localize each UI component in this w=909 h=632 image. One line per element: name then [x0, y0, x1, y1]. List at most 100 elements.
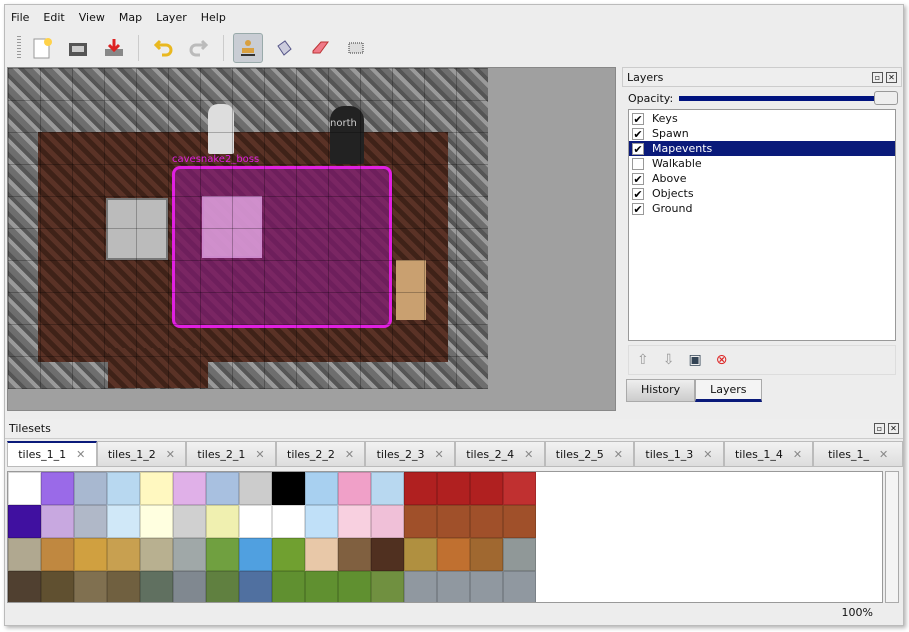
- visibility-checkbox[interactable]: ✔: [632, 187, 644, 201]
- tile[interactable]: [404, 472, 437, 505]
- tab-history[interactable]: History: [626, 379, 696, 402]
- tile[interactable]: [41, 571, 74, 602]
- tileset-scrollbar[interactable]: [885, 471, 899, 603]
- tile[interactable]: [305, 472, 338, 505]
- redo-button[interactable]: [184, 33, 214, 63]
- eraser-button[interactable]: [305, 33, 335, 63]
- tile[interactable]: [239, 505, 272, 538]
- layer-row-above[interactable]: ✔ Above: [629, 171, 895, 186]
- tile[interactable]: [107, 571, 140, 602]
- undo-button[interactable]: [148, 33, 178, 63]
- tile[interactable]: [338, 505, 371, 538]
- layer-row-mapevents[interactable]: ✔ Mapevents: [629, 141, 895, 156]
- close-tab-icon[interactable]: ✕: [76, 448, 86, 461]
- duplicate-layer-icon[interactable]: ▣: [688, 352, 702, 368]
- tile[interactable]: [74, 571, 107, 602]
- new-map-button[interactable]: [27, 33, 57, 63]
- tile[interactable]: [371, 538, 404, 571]
- opacity-slider-handle[interactable]: [874, 90, 898, 105]
- tile[interactable]: [437, 505, 470, 538]
- tile[interactable]: [8, 571, 41, 602]
- move-layer-down-icon[interactable]: ⇩: [662, 352, 675, 368]
- float-icon[interactable]: ▫: [872, 71, 883, 83]
- tileset-tab[interactable]: tiles_2_3 ✕: [365, 441, 455, 467]
- tile[interactable]: [305, 571, 338, 602]
- tile[interactable]: [470, 538, 503, 571]
- tile[interactable]: [8, 538, 41, 571]
- visibility-checkbox[interactable]: ✔: [632, 202, 644, 216]
- tile[interactable]: [437, 571, 470, 602]
- tile[interactable]: [107, 505, 140, 538]
- close-tab-icon[interactable]: ✕: [792, 447, 803, 461]
- tile[interactable]: [371, 505, 404, 538]
- close-tab-icon[interactable]: ✕: [879, 447, 889, 461]
- tile[interactable]: [140, 538, 173, 571]
- tile[interactable]: [272, 472, 305, 505]
- move-layer-up-icon[interactable]: ⇧: [637, 352, 649, 368]
- tile[interactable]: [338, 472, 371, 505]
- tile[interactable]: [173, 571, 206, 602]
- menu-layer[interactable]: Layer: [156, 11, 187, 24]
- tile[interactable]: [107, 538, 140, 571]
- tileset-tab[interactable]: tiles_1_3 ✕: [634, 441, 724, 467]
- tileset-tab[interactable]: tiles_1_2 ✕: [96, 441, 187, 467]
- menu-map[interactable]: Map: [118, 11, 143, 24]
- tile[interactable]: [503, 538, 536, 571]
- tile[interactable]: [470, 571, 503, 602]
- tile[interactable]: [173, 505, 206, 538]
- tile[interactable]: [404, 571, 437, 602]
- tile[interactable]: [338, 571, 371, 602]
- close-tab-icon[interactable]: ✕: [255, 447, 265, 461]
- tileset-tab[interactable]: tiles_2_4 ✕: [454, 441, 545, 467]
- tile[interactable]: [305, 505, 338, 538]
- tile[interactable]: [206, 571, 239, 602]
- menu-edit[interactable]: Edit: [43, 11, 65, 24]
- tile[interactable]: [404, 538, 437, 571]
- tile[interactable]: [338, 538, 371, 571]
- tile[interactable]: [74, 472, 107, 505]
- tile[interactable]: [272, 538, 305, 571]
- tile[interactable]: [470, 472, 503, 505]
- tileset-tab[interactable]: tiles_2_5 ✕: [544, 441, 635, 467]
- tile[interactable]: [239, 538, 272, 571]
- visibility-checkbox[interactable]: ✔: [632, 112, 644, 126]
- tileset-tab[interactable]: tiles_2_1 ✕: [186, 441, 276, 467]
- map-canvas[interactable]: cavesnake2_boss north: [7, 67, 616, 411]
- tile[interactable]: [503, 472, 536, 505]
- menu-help[interactable]: Help: [200, 11, 226, 24]
- opacity-slider[interactable]: [679, 90, 898, 105]
- tile[interactable]: [272, 505, 305, 538]
- tile[interactable]: [8, 505, 41, 538]
- tile[interactable]: [206, 538, 239, 571]
- float-icon[interactable]: ▫: [874, 423, 885, 434]
- visibility-checkbox[interactable]: [632, 157, 644, 170]
- delete-layer-icon[interactable]: ⊗: [715, 352, 728, 368]
- tile[interactable]: [305, 538, 338, 571]
- tile[interactable]: [470, 505, 503, 538]
- layer-row-keys[interactable]: ✔ Keys: [629, 111, 895, 126]
- tile[interactable]: [503, 571, 536, 602]
- tile[interactable]: [41, 472, 74, 505]
- tileset-tab[interactable]: tiles_1_4 ✕: [723, 441, 814, 467]
- open-button[interactable]: [63, 33, 93, 63]
- close-tab-icon[interactable]: ✕: [434, 447, 444, 461]
- tile[interactable]: [8, 472, 41, 505]
- tile[interactable]: [404, 505, 437, 538]
- tile[interactable]: [371, 571, 404, 602]
- tile[interactable]: [206, 505, 239, 538]
- tileset-tab[interactable]: tiles_1_1 ✕: [7, 441, 97, 467]
- toolbar-grip[interactable]: [17, 36, 21, 60]
- tileset-view[interactable]: [7, 471, 883, 603]
- visibility-checkbox[interactable]: ✔: [632, 172, 644, 186]
- tile[interactable]: [173, 538, 206, 571]
- tile[interactable]: [107, 472, 140, 505]
- layer-row-spawn[interactable]: ✔ Spawn: [629, 126, 895, 141]
- tile[interactable]: [74, 538, 107, 571]
- tile[interactable]: [173, 472, 206, 505]
- rect-select-button[interactable]: [341, 33, 371, 63]
- tileset-tab[interactable]: tiles_1_ ✕: [813, 441, 903, 467]
- layer-row-walkable[interactable]: Walkable: [629, 156, 895, 171]
- tile[interactable]: [41, 538, 74, 571]
- layer-row-objects[interactable]: ✔ Objects: [629, 186, 895, 201]
- tile[interactable]: [239, 571, 272, 602]
